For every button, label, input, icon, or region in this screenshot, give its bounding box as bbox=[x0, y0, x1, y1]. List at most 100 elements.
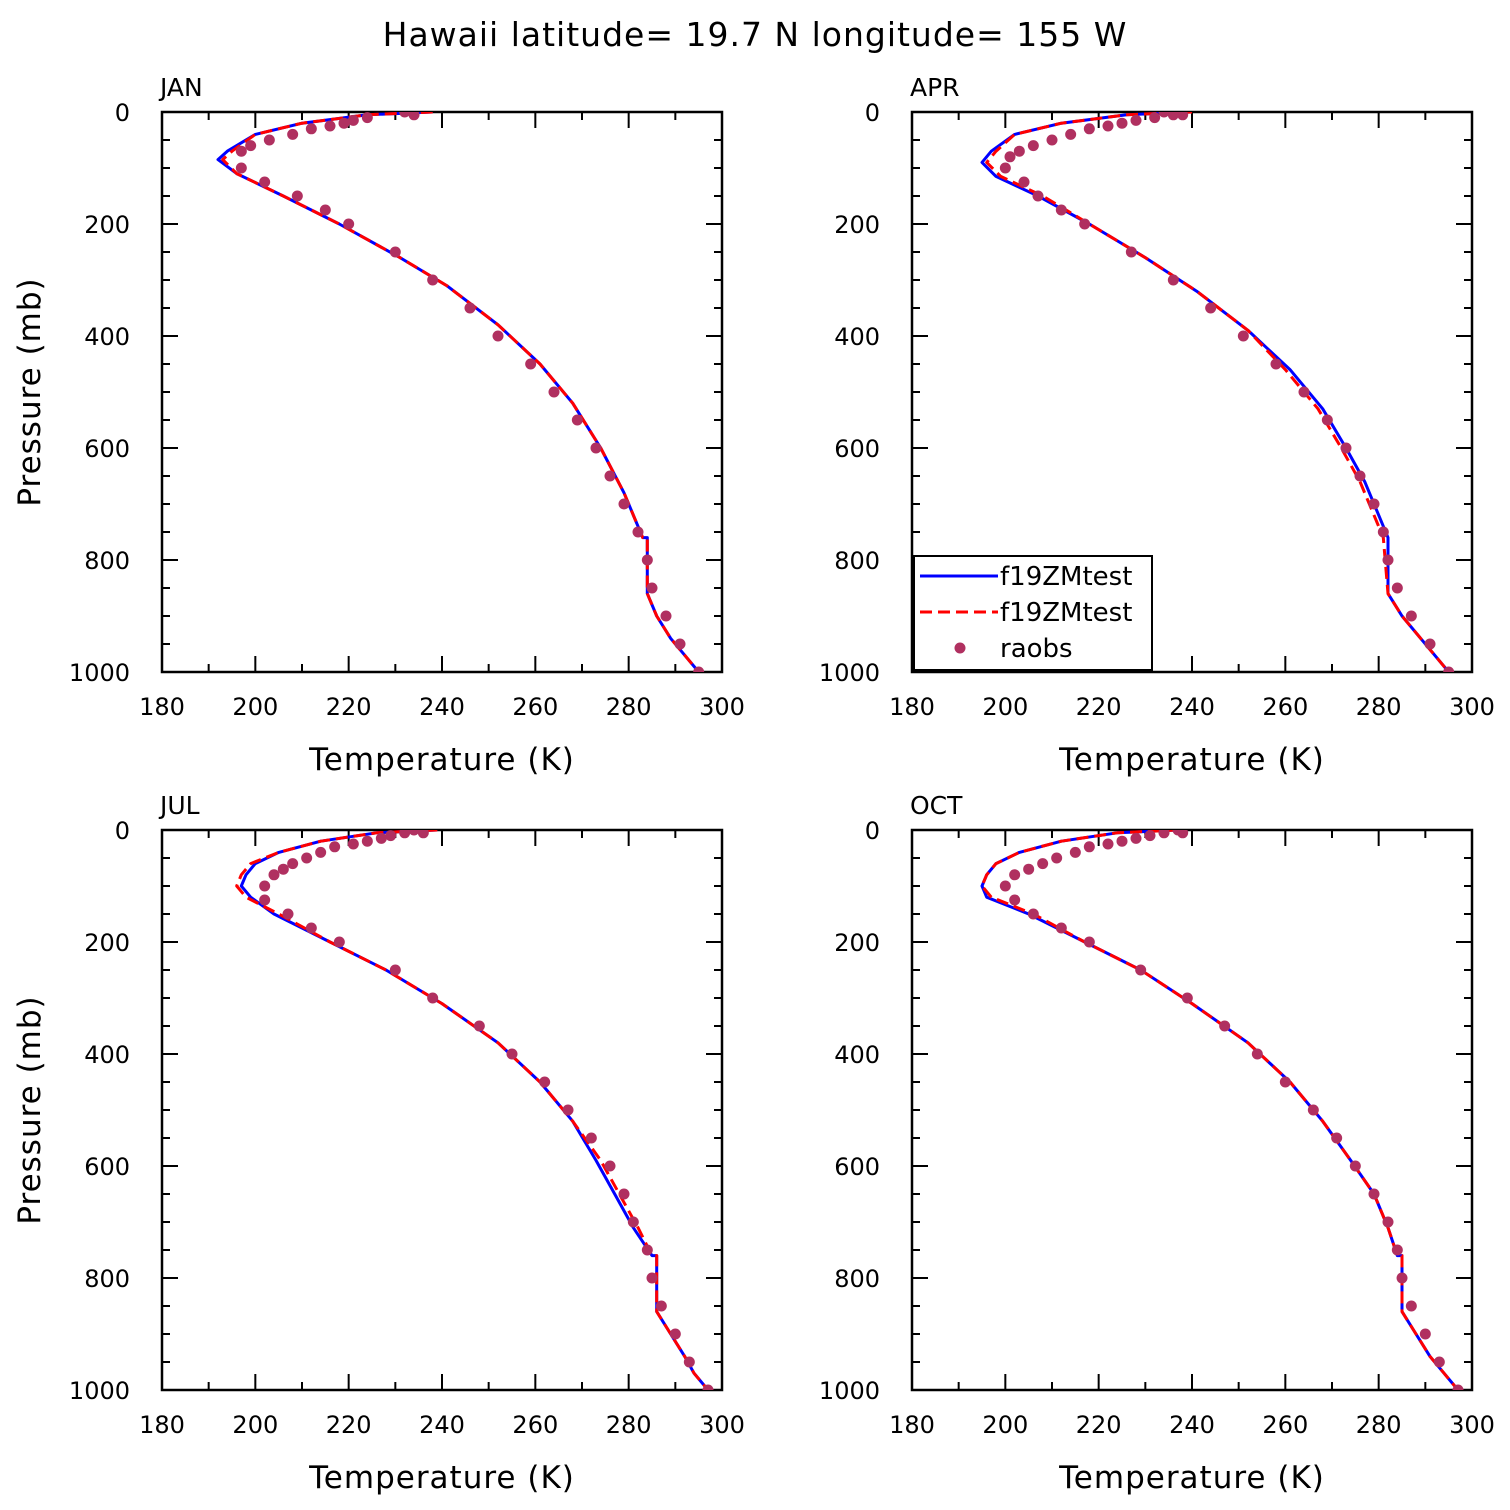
data-point bbox=[1135, 964, 1147, 976]
chart-panels: 180 200 220 240 260 280 300 0 200 400 600 800 1000 Te… bbox=[12, 73, 1495, 1496]
data-point bbox=[1125, 246, 1137, 258]
data-point bbox=[301, 852, 313, 864]
data-point bbox=[1340, 442, 1352, 454]
data-point bbox=[259, 176, 271, 188]
x-tick-label: 180 bbox=[889, 693, 935, 721]
data-point bbox=[641, 1244, 653, 1256]
data-point bbox=[361, 112, 373, 124]
x-tick-label: 300 bbox=[1449, 1411, 1495, 1439]
data-point bbox=[590, 442, 602, 454]
data-point bbox=[235, 145, 247, 157]
y-tick-label: 600 bbox=[84, 435, 130, 463]
data-point bbox=[1177, 112, 1189, 121]
data-point bbox=[1368, 498, 1380, 510]
legend-label: f19ZMtest bbox=[1000, 598, 1132, 628]
data-point bbox=[1037, 858, 1049, 870]
y-tick-label: 200 bbox=[84, 211, 130, 239]
series-group bbox=[980, 112, 1455, 672]
x-tick-label: 220 bbox=[1076, 1411, 1122, 1439]
panel-apr: 180 200 220 240 260 280 300 0 200 400 600 800 1000 Te… bbox=[819, 73, 1495, 778]
data-point bbox=[1069, 846, 1081, 858]
data-point bbox=[1009, 894, 1021, 906]
data-point bbox=[627, 1216, 639, 1228]
data-point bbox=[427, 992, 439, 1004]
data-point bbox=[1013, 145, 1025, 157]
data-point bbox=[473, 1020, 485, 1032]
data-point bbox=[399, 830, 411, 839]
data-point bbox=[259, 894, 271, 906]
data-point bbox=[585, 1132, 597, 1144]
data-point bbox=[1452, 1384, 1464, 1390]
x-tick-label: 200 bbox=[982, 693, 1028, 721]
data-point bbox=[1270, 358, 1282, 370]
y-tick-label: 0 bbox=[865, 99, 880, 127]
data-point bbox=[389, 964, 401, 976]
data-point bbox=[417, 830, 429, 839]
data-point bbox=[235, 162, 247, 174]
y-tick-label: 400 bbox=[84, 323, 130, 351]
x-tick-label: 280 bbox=[1356, 1411, 1402, 1439]
plot-frame bbox=[910, 828, 1474, 1392]
data-point bbox=[329, 841, 341, 853]
data-point bbox=[506, 1048, 518, 1060]
data-point bbox=[399, 112, 411, 118]
data-point bbox=[1177, 830, 1189, 839]
legend: f19ZMtest f19ZMtest raobs bbox=[913, 555, 1153, 671]
panel-jan: 180 200 220 240 260 280 300 0 200 400 600 800 1000 Te… bbox=[12, 73, 745, 778]
x-axis-label: Temperature (K) bbox=[1058, 1460, 1325, 1496]
data-point bbox=[1032, 190, 1044, 202]
data-point bbox=[539, 1076, 551, 1088]
data-point bbox=[1354, 470, 1366, 482]
data-point bbox=[1181, 992, 1193, 1004]
data-point bbox=[632, 526, 644, 538]
data-point bbox=[999, 162, 1011, 174]
y-tick-label: 600 bbox=[84, 1153, 130, 1181]
data-point bbox=[1046, 134, 1058, 146]
y-tick-label: 1000 bbox=[69, 659, 130, 687]
x-tick-label: 200 bbox=[982, 1411, 1028, 1439]
data-point bbox=[1391, 1244, 1403, 1256]
data-point bbox=[604, 470, 616, 482]
y-tick-label: 600 bbox=[834, 1153, 880, 1181]
data-point bbox=[282, 908, 294, 920]
data-point bbox=[1158, 830, 1170, 839]
data-point bbox=[361, 835, 373, 847]
data-point bbox=[1027, 140, 1039, 152]
y-tick-label: 400 bbox=[834, 1041, 880, 1069]
data-point bbox=[259, 880, 271, 892]
data-point bbox=[375, 832, 387, 844]
legend-label: f19ZMtest bbox=[1000, 562, 1132, 592]
x-tick-label: 220 bbox=[326, 1411, 372, 1439]
data-point bbox=[305, 123, 317, 135]
y-tick-label: 200 bbox=[834, 929, 880, 957]
series-group bbox=[235, 830, 714, 1390]
data-point bbox=[1391, 582, 1403, 594]
data-point bbox=[464, 302, 476, 314]
data-point bbox=[347, 114, 359, 126]
data-point bbox=[1116, 117, 1128, 129]
tick-marks bbox=[161, 829, 723, 1391]
x-tick-label: 240 bbox=[1169, 693, 1215, 721]
y-tick-label: 800 bbox=[84, 547, 130, 575]
data-point bbox=[1424, 638, 1436, 650]
data-point bbox=[1051, 852, 1063, 864]
data-point bbox=[1055, 204, 1067, 216]
y-tick-label: 1000 bbox=[819, 659, 880, 687]
data-point bbox=[1419, 1328, 1431, 1340]
data-point bbox=[604, 1160, 616, 1172]
x-tick-label: 300 bbox=[699, 1411, 745, 1439]
data-point bbox=[1298, 386, 1310, 398]
data-point bbox=[1009, 869, 1021, 881]
x-tick-label: 300 bbox=[699, 693, 745, 721]
data-point bbox=[1018, 176, 1030, 188]
data-point bbox=[268, 869, 280, 881]
data-point bbox=[1396, 1272, 1408, 1284]
x-tick-label: 220 bbox=[326, 693, 372, 721]
raobs-markers bbox=[999, 112, 1455, 672]
data-point bbox=[1307, 1104, 1319, 1116]
data-point bbox=[287, 128, 299, 140]
y-axis-label: Pressure (mb) bbox=[12, 277, 48, 506]
x-tick-label: 280 bbox=[606, 693, 652, 721]
data-point bbox=[1205, 302, 1217, 314]
data-point bbox=[1405, 1300, 1417, 1312]
